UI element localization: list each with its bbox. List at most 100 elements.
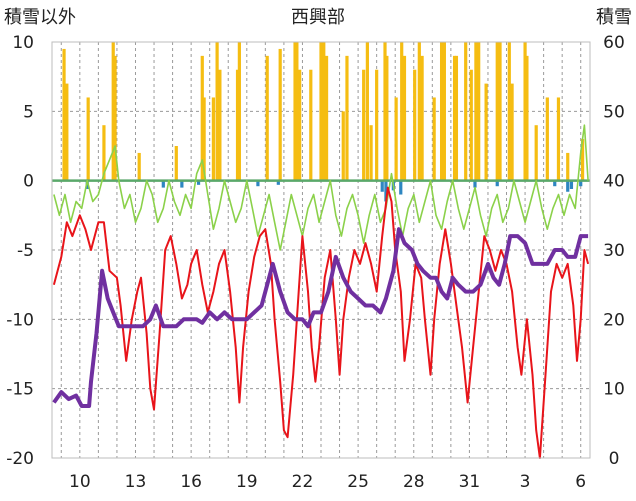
precipitation-bar (464, 42, 468, 181)
precipitation-bar (507, 42, 511, 181)
y-right-tick-label: 10 (603, 380, 625, 400)
x-tick-label: 31 (459, 472, 481, 492)
humidity_like-line (53, 124, 589, 251)
snowfall_neg-bar (566, 180, 570, 192)
snowfall_neg-bar (569, 180, 574, 189)
precipitation-bar (111, 42, 115, 181)
y-left-tick-label: -5 (17, 241, 34, 261)
precipitation-bar (442, 42, 446, 181)
snowfall_neg-bar (399, 180, 403, 195)
left-axis-title: 積雪以外 (4, 7, 76, 28)
y-left-tick-label: 5 (23, 102, 34, 122)
snowfall_neg-bar (256, 180, 260, 187)
precipitation-bar (383, 42, 387, 181)
precipitation-bar (469, 69, 473, 181)
precipitation-bar (113, 55, 117, 181)
precipitation-bar (439, 42, 444, 181)
snowfall_neg-bar (180, 180, 184, 188)
precipitation-bar (202, 97, 206, 181)
precipitation-bar (362, 69, 366, 181)
precipitation-bar (365, 42, 369, 181)
x-tick-label: 19 (236, 472, 258, 492)
x-tick-label: 25 (347, 472, 369, 492)
precipitation-bar (322, 42, 326, 181)
precipitation-bar (452, 55, 457, 181)
precipitation-bar (420, 55, 424, 181)
y-right-tick-label: 0 (609, 449, 620, 469)
y-left-tick-label: -15 (6, 380, 34, 400)
precipitation-bar (295, 42, 299, 181)
precipitation-bar (341, 111, 345, 181)
x-tick-label: 22 (292, 472, 314, 492)
snowfall_neg-bar (384, 180, 388, 202)
precipitation-bar (525, 55, 529, 181)
snowfall_neg-bar (276, 180, 280, 185)
snowfall_neg-bar (380, 180, 384, 192)
y-left-tick-label: 10 (12, 33, 34, 53)
precipitation-bar (309, 69, 313, 181)
precipitation-bar (319, 42, 323, 181)
precipitation-bar (454, 55, 459, 181)
snowfall_neg-bar (85, 180, 89, 189)
precipitation-bar (174, 146, 178, 181)
snow_depth-line (52, 227, 589, 408)
precipitation-bar (400, 42, 404, 181)
precipitation-bar (265, 55, 269, 181)
precipitation-bar (215, 42, 219, 181)
precipitation-bar (200, 55, 204, 181)
precipitation-bar (580, 139, 585, 181)
precipitation-bar (523, 42, 527, 181)
precipitation-bar (498, 42, 502, 181)
precipitation-bar (402, 55, 407, 181)
x-tick-label: 3 (520, 472, 531, 492)
x-tick-label: 10 (69, 472, 91, 492)
snowfall_neg-bar (495, 180, 499, 187)
precipitation-bar (211, 97, 215, 181)
y-left-tick-label: 0 (23, 172, 34, 192)
y-right-tick-label: 50 (603, 102, 625, 122)
precipitation-bar (556, 97, 561, 181)
precipitation-bar (102, 125, 106, 181)
precipitation-bar (474, 42, 478, 181)
y-right-tick-label: 60 (603, 33, 625, 53)
precipitation-bar (369, 125, 373, 181)
precipitation-bar (86, 97, 90, 181)
plot-frame (51, 41, 591, 459)
precipitation-bar (375, 69, 379, 181)
precipitation-bar (495, 42, 499, 181)
precipitation-bar (293, 42, 297, 181)
precipitation-bar (510, 83, 514, 181)
precipitation-bar (417, 42, 421, 181)
precipitation-bar (394, 97, 398, 181)
precipitation-bar (345, 55, 349, 181)
precipitation-bar (545, 97, 549, 181)
precipitation-bar (566, 152, 570, 181)
chart-title: 西興部 (291, 7, 345, 28)
x-tick-label: 13 (125, 472, 147, 492)
y-left-tick-label: -20 (6, 449, 34, 469)
x-tick-label: 28 (403, 472, 425, 492)
x-tick-label: 16 (180, 472, 202, 492)
x-tick-label: 6 (575, 472, 586, 492)
precipitation-bar (278, 48, 282, 181)
plot-area (52, 42, 590, 459)
precipitation-bar (235, 69, 240, 181)
y-right-tick-label: 20 (603, 310, 625, 330)
precipitation-bar (65, 83, 69, 181)
snowfall_neg-bar (579, 180, 583, 187)
precipitation-bar (432, 97, 436, 181)
precipitation-bar (413, 69, 417, 181)
y-right-tick-label: 40 (603, 172, 625, 192)
precipitation-bar (484, 83, 488, 181)
precipitation-bar (218, 69, 222, 181)
precipitation-bar (237, 42, 241, 181)
precipitation-bar (477, 42, 481, 181)
precipitation-bar (324, 55, 329, 181)
precipitation-bar (534, 125, 538, 181)
snowfall_neg-bar (161, 180, 165, 188)
precipitation-bar (137, 152, 141, 181)
snowfall_neg-bar (553, 180, 557, 187)
right-axis-title: 積雪 (596, 7, 632, 28)
